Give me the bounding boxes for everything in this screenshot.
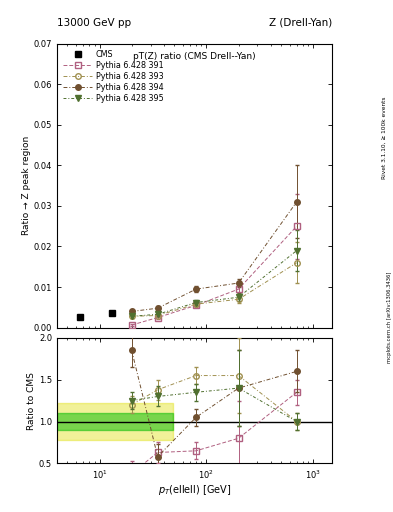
X-axis label: $p_T$(ellell) [GeV]: $p_T$(ellell) [GeV] xyxy=(158,483,231,497)
Pythia 6.428 394 xyxy=(194,286,198,292)
Pythia 6.428 391 xyxy=(155,314,160,321)
Pythia 6.428 391 xyxy=(294,223,299,229)
Pythia 6.428 395 xyxy=(294,247,299,253)
Text: Rivet 3.1.10, ≥ 100k events: Rivet 3.1.10, ≥ 100k events xyxy=(382,97,387,180)
Line: Pythia 6.428 393: Pythia 6.428 393 xyxy=(129,260,299,319)
Pythia 6.428 391 xyxy=(236,286,241,292)
Y-axis label: Ratio to CMS: Ratio to CMS xyxy=(27,372,36,430)
Text: Z (Drell-Yan): Z (Drell-Yan) xyxy=(269,18,332,28)
Pythia 6.428 395 xyxy=(129,313,134,319)
Line: Pythia 6.428 394: Pythia 6.428 394 xyxy=(129,199,299,314)
Pythia 6.428 394 xyxy=(294,199,299,205)
Y-axis label: Ratio → Z peak region: Ratio → Z peak region xyxy=(22,136,31,235)
Pythia 6.428 393 xyxy=(194,301,198,307)
Text: 13000 GeV pp: 13000 GeV pp xyxy=(57,18,131,28)
Pythia 6.428 395 xyxy=(236,294,241,301)
Pythia 6.428 393 xyxy=(155,312,160,318)
Line: Pythia 6.428 391: Pythia 6.428 391 xyxy=(129,223,299,328)
Text: pT(Z) ratio (CMS Drell--Yan): pT(Z) ratio (CMS Drell--Yan) xyxy=(133,52,256,61)
Pythia 6.428 393 xyxy=(294,260,299,266)
Text: mcplots.cern.ch [arXiv:1306.3436]: mcplots.cern.ch [arXiv:1306.3436] xyxy=(387,272,392,363)
Pythia 6.428 394 xyxy=(236,280,241,286)
Pythia 6.428 393 xyxy=(129,313,134,319)
Pythia 6.428 393 xyxy=(236,296,241,302)
Line: Pythia 6.428 395: Pythia 6.428 395 xyxy=(129,248,299,319)
Legend: CMS, Pythia 6.428 391, Pythia 6.428 393, Pythia 6.428 394, Pythia 6.428 395: CMS, Pythia 6.428 391, Pythia 6.428 393,… xyxy=(61,48,166,105)
Pythia 6.428 394 xyxy=(155,305,160,311)
Pythia 6.428 395 xyxy=(155,311,160,317)
Pythia 6.428 391 xyxy=(194,302,198,308)
Pythia 6.428 391 xyxy=(129,322,134,328)
Pythia 6.428 395 xyxy=(194,300,198,306)
Pythia 6.428 394 xyxy=(129,308,134,314)
